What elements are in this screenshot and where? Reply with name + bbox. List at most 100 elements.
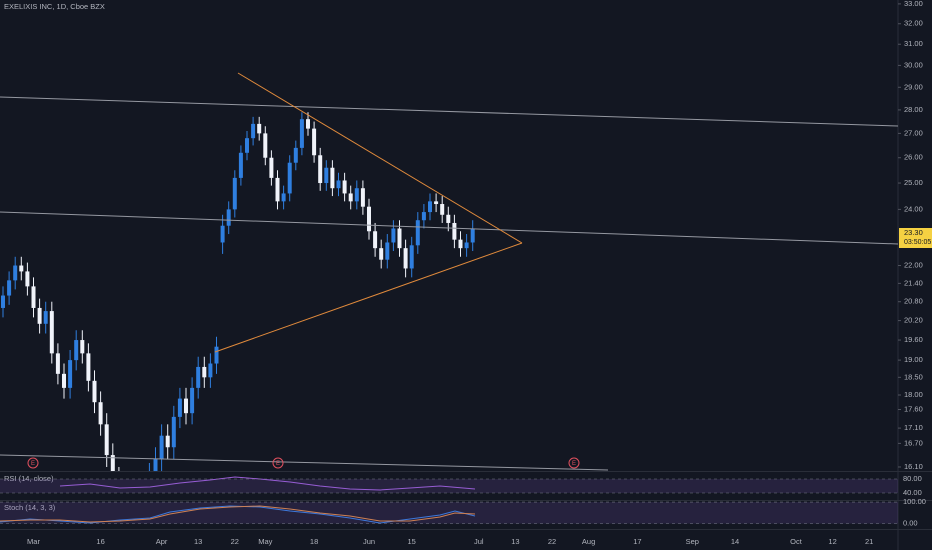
candle-body (159, 435, 164, 460)
candle-body (421, 212, 426, 221)
candle-body (171, 416, 176, 448)
countdown: 03:50:05 (904, 239, 931, 246)
candle-body (452, 222, 457, 240)
x-tick-label: 13 (194, 537, 202, 546)
y-tick-label: 30.00 (904, 60, 923, 69)
candle-body (68, 360, 73, 388)
x-tick-label: 22 (231, 537, 239, 546)
event-label: E (31, 461, 35, 467)
candle-body (49, 311, 54, 354)
candle-body (306, 119, 310, 129)
candle-body (379, 248, 384, 260)
candle-body (55, 353, 60, 374)
candle-body (245, 138, 249, 153)
x-tick-label: 12 (828, 537, 836, 546)
y-tick-label: 17.10 (904, 423, 923, 432)
candle-body (269, 157, 274, 178)
candle-body (43, 311, 48, 324)
x-tick-label: 17 (633, 537, 641, 546)
x-tick-label: Jun (363, 537, 375, 546)
rsi-title: RSI (14, close) (4, 474, 54, 483)
candle-body (434, 201, 439, 205)
drawings (0, 72, 898, 471)
candle-body (464, 242, 469, 249)
x-tick-label: Aug (582, 537, 595, 546)
x-tick-label: Jul (474, 537, 484, 546)
y-tick-label: 20.80 (904, 297, 923, 306)
candle-body (251, 123, 256, 139)
triangle-line (214, 242, 523, 353)
candle-body (184, 398, 188, 414)
candle-body (275, 177, 280, 202)
stoch-d-line (0, 505, 476, 523)
candle-body (1, 295, 5, 308)
candle-body (177, 398, 182, 417)
x-tick-label: 18 (310, 537, 318, 546)
candle-body (80, 340, 85, 354)
y-tick-label: 29.00 (904, 82, 923, 91)
candle-body (263, 133, 268, 158)
stoch-tick-label: 0.00 (903, 519, 918, 528)
stoch-band (0, 502, 898, 524)
y-tick-label: 20.20 (904, 316, 923, 325)
y-tick-label: 28.00 (904, 105, 923, 114)
candle-body (385, 242, 390, 260)
candle-body (415, 220, 420, 246)
event-marker (27, 457, 39, 469)
candle-body (330, 167, 335, 189)
x-tick-label: Sep (686, 537, 699, 546)
candle-body (25, 271, 30, 287)
y-tick-label: 31.00 (904, 39, 923, 48)
event-marker (568, 457, 580, 469)
candle-body (373, 231, 378, 249)
trend-line (0, 454, 609, 471)
candle-body (196, 366, 201, 388)
events: E E E (27, 457, 580, 469)
candle-body (232, 177, 237, 210)
candle-body (428, 201, 432, 213)
y-tick-label: 16.10 (904, 462, 923, 471)
x-tick-label: 13 (511, 537, 519, 546)
y-tick-label: 26.00 (904, 153, 923, 162)
candle-body (354, 188, 359, 202)
rsi-tick-label: 40.00 (903, 488, 922, 497)
candle-body (403, 248, 408, 269)
last-price: 23.30 (904, 228, 923, 237)
candle-body (299, 119, 304, 148)
candle-body (324, 167, 329, 184)
candle-body (62, 373, 66, 388)
stoch-tick-label: 100.00 (903, 497, 926, 506)
x-tick-label: 16 (96, 537, 104, 546)
candle-body (446, 214, 451, 223)
candle-body (153, 459, 158, 471)
y-tick-label: 22.00 (904, 261, 923, 270)
candle-body (293, 147, 298, 163)
candles (1, 112, 475, 471)
y-tick-label: 21.40 (904, 278, 923, 287)
candle-body (312, 128, 317, 156)
candle-body (238, 152, 243, 178)
candle-body (342, 180, 347, 194)
candle-body (397, 228, 402, 249)
candle-body (257, 123, 262, 134)
y-tick-label: 19.00 (904, 355, 923, 364)
y-tick-label: 25.00 (904, 178, 923, 187)
y-tick-label: 16.70 (904, 438, 923, 447)
x-tick-label: Oct (790, 537, 803, 546)
candle-body (190, 387, 195, 414)
y-tick-label: 19.60 (904, 335, 923, 344)
y-tick-label: 33.00 (904, 0, 923, 8)
candle-body (226, 209, 231, 226)
candle-body (214, 346, 219, 364)
y-tick-label: 18.50 (904, 372, 923, 381)
x-tick-label: 21 (865, 537, 873, 546)
candle-body (202, 366, 207, 378)
rsi-tick-label: 80.00 (903, 474, 922, 483)
candle-body (98, 402, 103, 425)
candle-body (360, 188, 365, 207)
candle-body (86, 353, 91, 381)
candle-body (31, 286, 36, 308)
trend-line (0, 211, 898, 245)
trend-line (0, 96, 898, 127)
